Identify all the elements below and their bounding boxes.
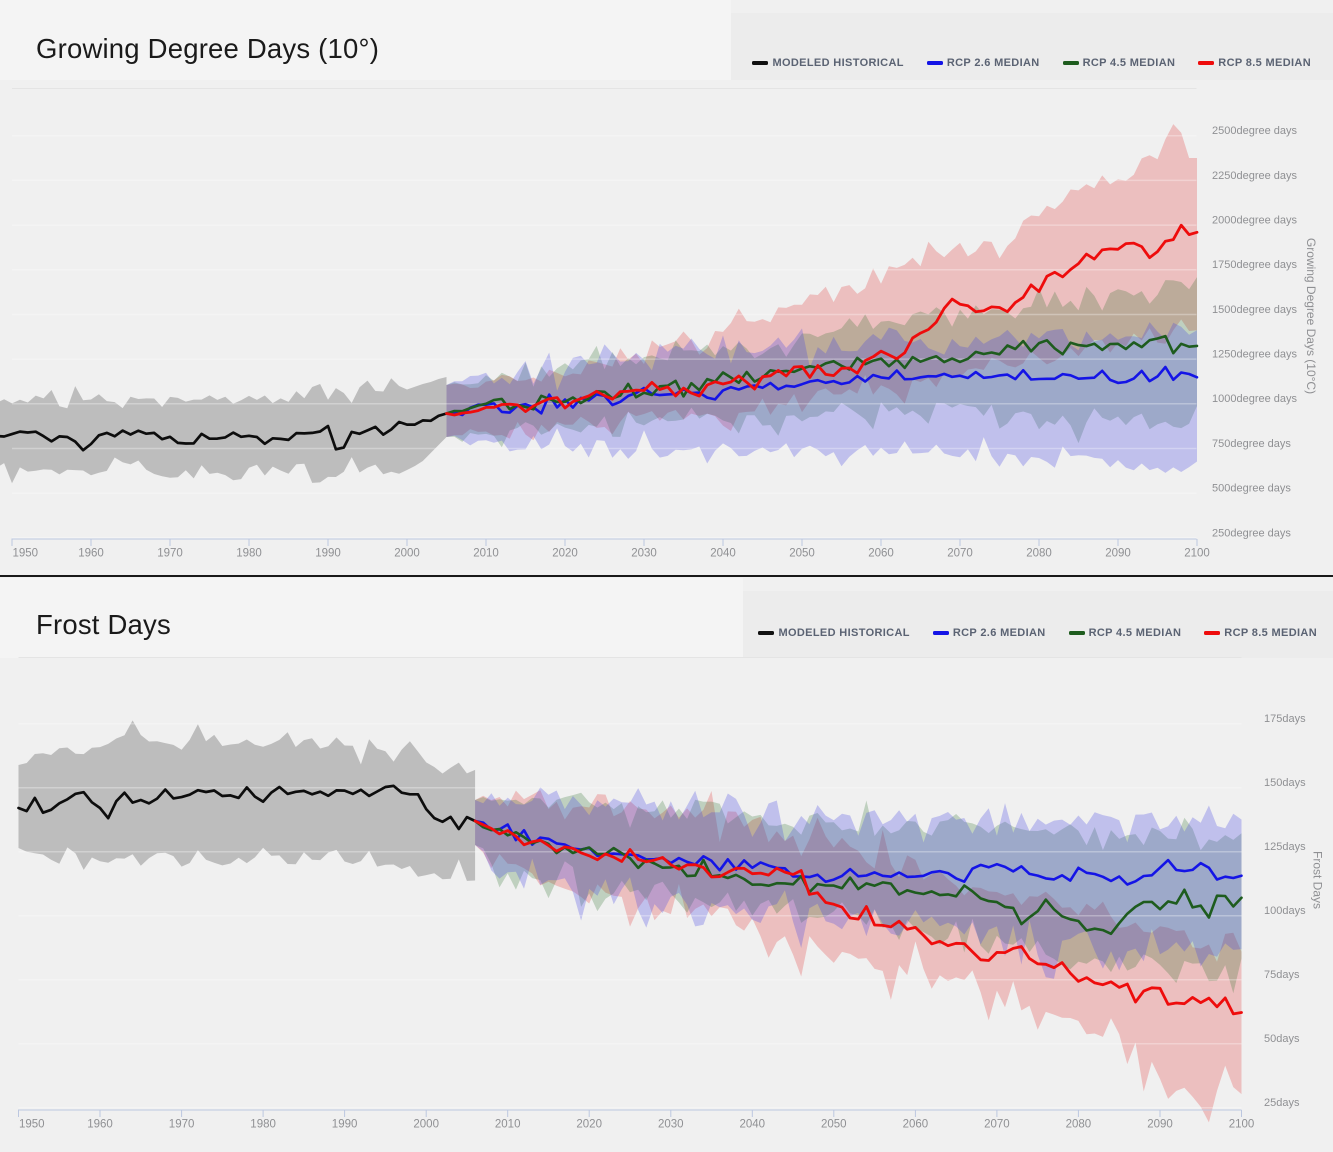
svg-text:175days: 175days <box>1264 713 1306 725</box>
svg-text:2250degree days: 2250degree days <box>1212 170 1298 182</box>
svg-text:1980: 1980 <box>236 548 262 560</box>
svg-text:2000: 2000 <box>413 1119 439 1131</box>
svg-text:75days: 75days <box>1264 969 1300 981</box>
svg-text:2020: 2020 <box>552 548 578 560</box>
svg-text:750degree days: 750degree days <box>1212 438 1291 450</box>
svg-text:1960: 1960 <box>87 1119 113 1131</box>
svg-text:2100: 2100 <box>1184 548 1210 560</box>
svg-text:1990: 1990 <box>315 548 341 560</box>
svg-text:2070: 2070 <box>984 1119 1010 1131</box>
svg-text:1950: 1950 <box>19 1119 45 1131</box>
svg-text:100days: 100days <box>1264 905 1306 917</box>
svg-text:1500degree days: 1500degree days <box>1212 304 1298 316</box>
svg-text:1750degree days: 1750degree days <box>1212 259 1298 271</box>
svg-text:1000degree days: 1000degree days <box>1212 393 1298 405</box>
svg-text:500degree days: 500degree days <box>1212 483 1291 495</box>
svg-text:2060: 2060 <box>903 1119 929 1131</box>
svg-text:125days: 125days <box>1264 841 1306 853</box>
svg-text:2070: 2070 <box>947 548 973 560</box>
svg-text:25days: 25days <box>1264 1097 1300 1109</box>
svg-text:1980: 1980 <box>250 1119 276 1131</box>
svg-text:1950: 1950 <box>13 548 39 560</box>
svg-text:2040: 2040 <box>740 1119 766 1131</box>
svg-text:150days: 150days <box>1264 777 1306 789</box>
svg-text:2000: 2000 <box>394 548 420 560</box>
svg-text:2000degree days: 2000degree days <box>1212 215 1298 227</box>
svg-text:2020: 2020 <box>576 1119 602 1131</box>
svg-text:1970: 1970 <box>157 548 183 560</box>
svg-text:2030: 2030 <box>631 548 657 560</box>
svg-text:2090: 2090 <box>1147 1119 1173 1131</box>
svg-text:Frost Days: Frost Days <box>1311 851 1325 909</box>
svg-text:2500degree days: 2500degree days <box>1212 125 1298 137</box>
svg-text:2010: 2010 <box>495 1119 521 1131</box>
svg-text:1960: 1960 <box>78 548 104 560</box>
svg-text:2080: 2080 <box>1026 548 1052 560</box>
svg-text:2050: 2050 <box>789 548 815 560</box>
svg-text:1990: 1990 <box>332 1119 358 1131</box>
svg-text:2100: 2100 <box>1229 1119 1255 1131</box>
svg-text:2030: 2030 <box>658 1119 684 1131</box>
svg-text:50days: 50days <box>1264 1033 1300 1045</box>
svg-text:Growing Degree Days (10°C): Growing Degree Days (10°C) <box>1304 238 1318 394</box>
svg-text:2090: 2090 <box>1105 548 1131 560</box>
svg-text:250degree days: 250degree days <box>1212 527 1291 539</box>
svg-text:1970: 1970 <box>169 1119 195 1131</box>
svg-text:1250degree days: 1250degree days <box>1212 349 1298 361</box>
svg-text:2050: 2050 <box>821 1119 847 1131</box>
svg-text:2060: 2060 <box>868 548 894 560</box>
svg-text:2010: 2010 <box>473 548 499 560</box>
svg-text:2040: 2040 <box>710 548 736 560</box>
svg-text:2080: 2080 <box>1066 1119 1092 1131</box>
